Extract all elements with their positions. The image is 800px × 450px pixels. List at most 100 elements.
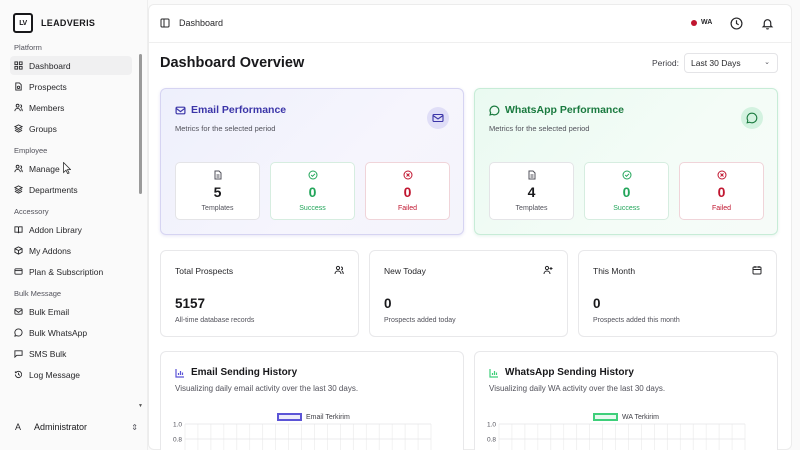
bar-chart-icon (175, 368, 184, 378)
sidebar-item-bulk-email[interactable]: Bulk Email (10, 302, 132, 321)
layers-icon (14, 124, 23, 133)
stat-value: 4 (527, 184, 536, 200)
sidebar-item-label: Log Message (29, 369, 81, 380)
sidebar-item-my-addons[interactable]: My Addons (10, 241, 132, 260)
x-circle-icon (403, 170, 413, 180)
wa-badge-label: WA (701, 19, 713, 26)
brand[interactable]: LV LEADVERIS (13, 13, 95, 33)
card-subtitle: All-time database records (175, 317, 255, 324)
sidebar-item-sms-bulk[interactable]: SMS Bulk (10, 344, 132, 363)
email-icon-badge (427, 107, 449, 129)
legend-label: Email Terkirim (306, 413, 350, 421)
section-label-platform: Platform (14, 43, 42, 52)
stat-value: 5 (213, 184, 222, 200)
stat-label: Failed (397, 205, 418, 212)
section-label-employee: Employee (14, 146, 48, 155)
section-label-accessory: Accessory (14, 207, 49, 216)
mail-icon (175, 106, 186, 114)
stat-value: 0 (403, 184, 412, 200)
sidebar-item-departments[interactable]: Departments (10, 180, 132, 199)
sidebar-item-label: Prospects (29, 81, 67, 92)
email-performance-title: Email Performance (175, 104, 286, 116)
sidebar-item-prospects[interactable]: Prospects (10, 77, 132, 96)
x-circle-icon (717, 170, 727, 180)
user-menu[interactable]: A Administrator ⇕ (10, 416, 138, 438)
whatsapp-history-subtitle: Visualizing daily WA activity over the l… (489, 384, 666, 393)
bell-icon[interactable] (761, 17, 774, 30)
topbar: Dashboard WA (149, 5, 791, 43)
stat-label: Templates (515, 205, 548, 212)
sidebar-item-manage[interactable]: Manage (10, 159, 132, 178)
check-circle-icon (622, 170, 632, 180)
period-select[interactable]: Last 30 Days ⌄ (684, 53, 778, 73)
status-dot (691, 19, 697, 26)
card-title: This Month (593, 266, 636, 276)
user-plus-icon (543, 265, 553, 275)
sidebar-item-groups[interactable]: Groups (10, 119, 132, 138)
chart-legend[interactable]: WA Terkirim (593, 413, 659, 421)
scroll-down-icon[interactable]: ▼ (138, 403, 143, 409)
y-tick-label: 0.8 (173, 437, 182, 444)
legend-swatch (277, 413, 302, 421)
y-tick-label: 1.0 (487, 422, 496, 429)
sidebar-item-label: Addon Library (29, 224, 82, 235)
bar-chart-icon (489, 368, 498, 378)
sidebar-item-members[interactable]: Members (10, 98, 132, 117)
sidebar-item-label: SMS Bulk (29, 348, 67, 359)
email-failed-stat: 0 Failed (365, 162, 450, 220)
sidebar-scrollbar[interactable]: ▼ (138, 42, 143, 409)
history-icon (14, 370, 23, 379)
credit-card-icon (14, 268, 23, 275)
message-circle-icon (14, 328, 23, 337)
whatsapp-failed-stat: 0 Failed (679, 162, 764, 220)
email-performance-subtitle: Metrics for the selected period (175, 124, 276, 133)
breadcrumb[interactable]: Dashboard (179, 18, 224, 28)
sidebar-item-label: Bulk WhatsApp (29, 327, 88, 338)
sidebar-item-dashboard[interactable]: Dashboard (10, 56, 132, 75)
stat-label: Templates (201, 205, 234, 212)
sidebar-item-log-message[interactable]: Log Message (10, 365, 132, 384)
wa-status-badge[interactable]: WA (691, 19, 712, 26)
email-performance-card: Email Performance Metrics for the select… (160, 88, 464, 235)
stat-value: 0 (622, 184, 631, 200)
whatsapp-performance-card: WhatsApp Performance Metrics for the sel… (474, 88, 778, 235)
layers-icon (14, 185, 23, 194)
sidebar-nav: Platform Dashboard Prospects Members Gro… (0, 40, 140, 402)
file-search-icon (15, 82, 22, 91)
email-success-stat: 0 Success (270, 162, 355, 220)
message-circle-icon (746, 112, 758, 124)
sidebar-item-label: Bulk Email (29, 306, 70, 317)
legend-swatch (593, 413, 618, 421)
sidebar-toggle-icon[interactable] (160, 18, 170, 28)
file-text-icon (214, 170, 222, 180)
sidebar-item-plan-subscription[interactable]: Plan & Subscription (10, 262, 132, 281)
new-today-card: New Today 0 Prospects added today (369, 250, 568, 337)
mail-icon (432, 113, 444, 123)
whatsapp-history-chart: 1.0 0.8 (487, 422, 746, 450)
sidebar-item-label: Manage (29, 163, 60, 174)
chart-legend[interactable]: Email Terkirim (277, 413, 350, 421)
whatsapp-history-title: WhatsApp Sending History (489, 367, 634, 378)
email-history-chart: 1.0 0.8 (173, 422, 432, 450)
sidebar-item-addon-library[interactable]: Addon Library (10, 220, 132, 239)
email-history-subtitle: Visualizing daily email activity over th… (175, 384, 359, 393)
package-icon (14, 246, 23, 255)
whatsapp-success-stat: 0 Success (584, 162, 669, 220)
file-text-icon (528, 170, 536, 180)
scrollbar-thumb[interactable] (139, 54, 142, 194)
grid-icon (14, 61, 23, 70)
whatsapp-performance-title: WhatsApp Performance (489, 104, 624, 116)
this-month-card: This Month 0 Prospects added this month (578, 250, 777, 337)
sidebar-item-bulk-whatsapp[interactable]: Bulk WhatsApp (10, 323, 132, 342)
clock-icon[interactable] (730, 17, 743, 30)
brand-logo: LV (13, 13, 33, 33)
total-prospects-card: Total Prospects 5157 All-time database r… (160, 250, 359, 337)
brand-name: LEADVERIS (41, 18, 96, 28)
stat-value: 0 (717, 184, 726, 200)
users-icon (14, 164, 23, 173)
avatar: A (14, 422, 21, 432)
mail-icon (14, 308, 23, 315)
card-title: Total Prospects (175, 266, 234, 276)
legend-label: WA Terkirim (622, 413, 659, 421)
user-name: Administrator (34, 422, 88, 432)
